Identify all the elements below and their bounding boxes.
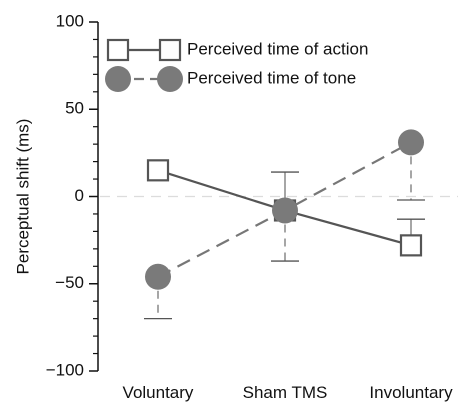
marker-open-square xyxy=(399,234,423,257)
y-tick-label: −50 xyxy=(55,273,84,292)
y-axis-title: Perceptual shift (ms) xyxy=(13,119,32,275)
x-category-label: Involuntary xyxy=(369,383,453,402)
marker-filled-circle xyxy=(157,66,183,92)
legend-entry: Perceived time of action xyxy=(106,38,368,62)
legend-label: Perceived time of tone xyxy=(187,68,356,87)
series-2-errorbars xyxy=(144,142,425,320)
y-tick-label: 50 xyxy=(65,99,84,118)
legend-label: Perceived time of action xyxy=(187,39,368,58)
marker-filled-circle xyxy=(105,66,131,92)
legend-entry: Perceived time of tone xyxy=(105,66,356,92)
marker-filled-circle xyxy=(398,129,424,156)
series-layer xyxy=(144,129,425,320)
y-tick-label: 0 xyxy=(75,186,84,205)
y-ticks: −100 −50 0 50 100 xyxy=(46,11,98,379)
x-category-label: Sham TMS xyxy=(243,383,328,402)
x-category-labels: Voluntary Sham TMS Involuntary xyxy=(123,383,454,402)
marker-open-square xyxy=(146,159,170,182)
marker-filled-circle xyxy=(272,197,298,224)
y-tick-label: 100 xyxy=(56,11,84,30)
x-category-label: Voluntary xyxy=(123,383,194,402)
legend: Perceived time of action Perceived time o… xyxy=(105,38,368,92)
y-tick-label: −100 xyxy=(46,360,84,379)
marker-open-square xyxy=(158,38,182,62)
marker-open-square xyxy=(106,38,130,62)
marker-filled-circle xyxy=(145,263,171,290)
series-2-points xyxy=(145,129,424,290)
